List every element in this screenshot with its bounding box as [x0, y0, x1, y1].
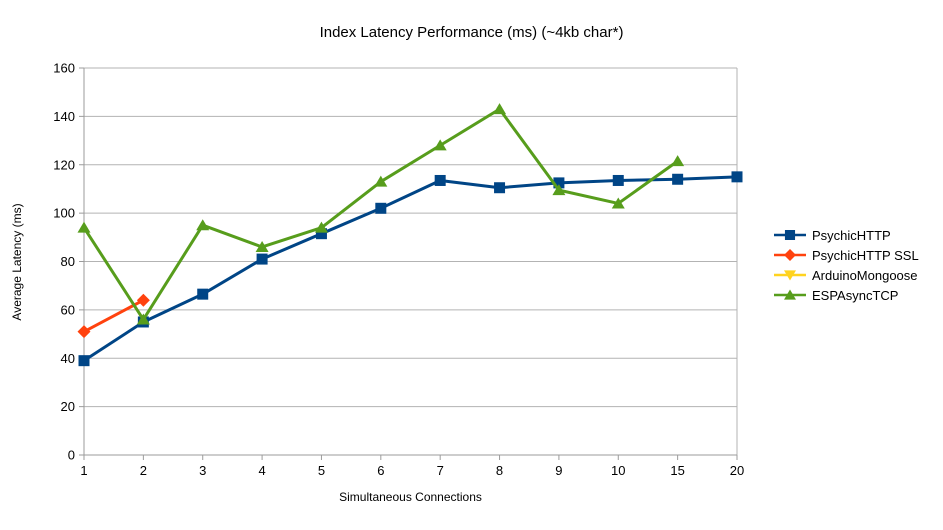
x-tick-label-8: 8 — [496, 463, 503, 478]
series-marker-espasynctcp — [611, 197, 625, 209]
legend-label: PsychicHTTP SSL — [812, 247, 919, 263]
x-tick-label-1: 1 — [80, 463, 87, 478]
legend-key-square-icon — [774, 229, 806, 241]
series-marker-psychichttp — [672, 173, 684, 185]
y-tick-label-160: 160 — [53, 61, 75, 76]
series-marker-espasynctcp — [552, 184, 566, 196]
series-marker-espasynctcp — [136, 313, 150, 325]
legend: PsychicHTTP PsychicHTTP SSL ArduinoMongoos… — [774, 225, 919, 305]
x-axis-title: Simultaneous Connections — [339, 490, 482, 504]
series-marker-espasynctcp — [314, 221, 328, 233]
legend-marker — [784, 229, 796, 241]
y-axis-title: Average Latency (ms) — [10, 203, 24, 321]
y-tick-label-140: 140 — [53, 109, 75, 124]
x-tick-label-3: 3 — [199, 463, 206, 478]
chart-title: Index Latency Performance (ms) (~4kb cha… — [319, 24, 624, 41]
x-tick-label-7: 7 — [437, 463, 444, 478]
series-marker-espasynctcp — [671, 155, 685, 167]
series-marker-espasynctcp — [77, 221, 91, 233]
x-tick-label-5: 5 — [318, 463, 325, 478]
series-marker-psychichttp — [612, 174, 624, 186]
y-tick-label-100: 100 — [53, 206, 75, 221]
legend-key-triangle-down-icon — [774, 270, 806, 281]
y-tick-label-120: 120 — [53, 157, 75, 172]
series-marker-espasynctcp — [374, 175, 388, 187]
legend-marker — [784, 270, 796, 281]
x-tick-label-10: 10 — [611, 463, 625, 478]
legend-marker — [784, 289, 796, 300]
series-marker-psychichttp-ssl — [136, 293, 150, 307]
legend-item-psychichttp: PsychicHTTP — [774, 225, 919, 245]
y-tick-label-20: 20 — [61, 399, 75, 414]
legend-key-diamond-icon — [774, 249, 806, 261]
x-tick-label-20: 20 — [730, 463, 744, 478]
legend-marker — [784, 249, 796, 261]
legend-label: ESPAsyncTCP — [812, 287, 899, 303]
y-tick-label-40: 40 — [61, 351, 75, 366]
y-tick-label-60: 60 — [61, 302, 75, 317]
series-line-espasynctcp — [82, 107, 680, 322]
series-marker-psychichttp — [434, 174, 446, 186]
series-line-psychichttp — [82, 175, 739, 363]
legend-key-triangle-up-icon — [774, 289, 806, 300]
series-marker-psychichttp-ssl — [77, 325, 91, 339]
legend-label: PsychicHTTP — [812, 227, 891, 243]
x-tick-label-2: 2 — [140, 463, 147, 478]
series-marker-psychichttp — [375, 202, 387, 214]
x-tick-label-15: 15 — [670, 463, 684, 478]
series-marker-psychichttp — [256, 253, 268, 265]
series-marker-espasynctcp — [255, 240, 269, 252]
x-tick-label-6: 6 — [377, 463, 384, 478]
series-marker-psychichttp — [197, 288, 209, 300]
series-marker-psychichttp — [78, 355, 90, 367]
series-marker-psychichttp — [731, 171, 743, 183]
series-marker-espasynctcp — [493, 103, 507, 115]
series-marker-psychichttp — [494, 182, 506, 194]
legend-item-arduinomongoose: ArduinoMongoose — [774, 265, 919, 285]
legend-item-espasynctcp: ESPAsyncTCP — [774, 285, 919, 305]
x-tick-label-4: 4 — [258, 463, 265, 478]
legend-label: ArduinoMongoose — [812, 267, 918, 283]
series-marker-espasynctcp — [196, 219, 210, 231]
series-marker-espasynctcp — [433, 139, 447, 151]
y-tick-label-80: 80 — [61, 254, 75, 269]
y-tick-label-0: 0 — [68, 448, 75, 463]
legend-item-psychichttp-ssl: PsychicHTTP SSL — [774, 245, 919, 265]
x-tick-label-9: 9 — [555, 463, 562, 478]
